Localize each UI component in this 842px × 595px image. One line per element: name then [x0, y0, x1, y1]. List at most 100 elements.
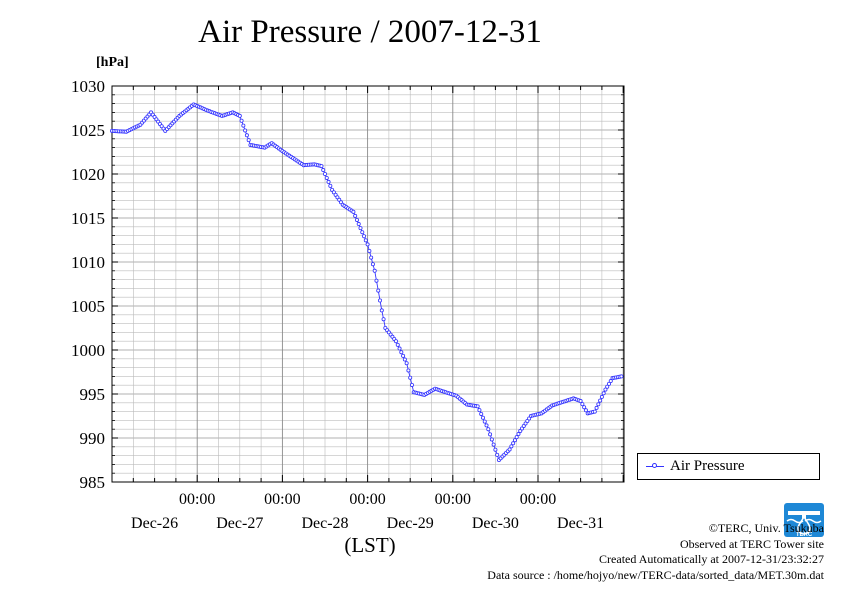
data-point — [325, 176, 328, 179]
y-tick-label: 1015 — [71, 209, 105, 228]
y-tick-label: 995 — [80, 385, 106, 404]
data-point — [481, 416, 484, 419]
data-point — [368, 249, 371, 252]
data-point — [620, 375, 623, 378]
data-point — [581, 403, 584, 406]
data-point — [359, 227, 362, 230]
y-tick-label: 1010 — [71, 253, 105, 272]
data-point — [410, 383, 413, 386]
legend-marker-swatch — [652, 463, 657, 468]
data-point — [362, 235, 365, 238]
data-point — [377, 289, 380, 292]
x-tick-label: 00:00 — [520, 491, 556, 508]
x-day-label: Dec-28 — [301, 515, 348, 532]
data-point — [240, 119, 243, 122]
data-point — [244, 129, 247, 132]
data-point — [494, 448, 497, 451]
y-tick-label: 1025 — [71, 121, 105, 140]
chart-title: Air Pressure / 2007-12-31 — [0, 14, 740, 51]
data-point — [490, 438, 493, 441]
data-point — [517, 432, 520, 435]
data-source-text: Data source : /home/hojyo/new/TERC-data/… — [487, 568, 824, 584]
data-point — [329, 184, 332, 187]
data-point — [485, 424, 488, 427]
data-point — [487, 428, 490, 431]
data-point — [515, 436, 518, 439]
data-point — [492, 443, 495, 446]
data-point — [366, 243, 369, 246]
data-point — [478, 409, 481, 412]
data-point — [513, 439, 516, 442]
y-tick-label: 985 — [80, 473, 106, 492]
data-point — [584, 409, 587, 412]
data-point — [583, 406, 586, 409]
data-point — [245, 134, 248, 137]
x-tick-label: 00:00 — [435, 491, 471, 508]
data-point — [600, 395, 603, 398]
data-point — [380, 309, 383, 312]
y-tick-label: 1030 — [71, 77, 105, 96]
data-point — [480, 412, 483, 415]
data-point — [320, 164, 323, 167]
data-point — [476, 405, 479, 408]
data-point — [579, 399, 582, 402]
data-point — [396, 343, 399, 346]
x-axis-title: (LST) — [344, 533, 395, 557]
data-point — [354, 214, 357, 217]
data-point — [510, 445, 513, 448]
data-point — [405, 362, 408, 365]
data-point — [398, 347, 401, 350]
data-point — [409, 376, 412, 379]
data-point — [361, 231, 364, 234]
data-point — [407, 369, 410, 372]
legend-label: Air Pressure — [670, 458, 745, 475]
y-tick-label: 990 — [80, 429, 106, 448]
data-point — [364, 239, 367, 242]
data-point — [599, 399, 602, 402]
data-point — [602, 392, 605, 395]
y-tick-label: 1020 — [71, 165, 105, 184]
data-point — [352, 210, 355, 213]
footer: ©TERC, Univ. Tsukuba Observed at TERC To… — [487, 521, 824, 583]
data-point — [247, 139, 250, 142]
data-point — [373, 269, 376, 272]
data-point — [488, 433, 491, 436]
data-point — [394, 340, 397, 343]
copyright-text: ©TERC, Univ. Tsukuba — [487, 521, 824, 537]
data-point — [483, 420, 486, 423]
x-tick-label: 00:00 — [264, 491, 300, 508]
data-point — [595, 406, 598, 409]
data-point — [378, 299, 381, 302]
observed-text: Observed at TERC Tower site — [487, 537, 824, 553]
y-tick-label: 1005 — [71, 297, 105, 316]
x-tick-label: 00:00 — [179, 491, 215, 508]
data-point — [370, 256, 373, 259]
x-day-label: Dec-27 — [216, 515, 263, 532]
data-point — [375, 279, 378, 282]
x-tick-label: 00:00 — [349, 491, 385, 508]
data-point — [597, 403, 600, 406]
data-point — [508, 448, 511, 451]
data-point — [238, 114, 241, 117]
data-point — [371, 263, 374, 266]
data-point — [400, 351, 403, 354]
air-pressure-chart: 985 990 995 1000 1005 1010 1015 1020 1025 1030 00:… — [0, 0, 842, 595]
x-day-label: Dec-29 — [387, 515, 434, 532]
data-point — [382, 318, 385, 321]
data-point — [355, 218, 358, 221]
series-line-air-pressure — [112, 104, 621, 460]
x-day-label: Dec-26 — [131, 515, 178, 532]
data-point — [496, 453, 499, 456]
data-point — [403, 358, 406, 361]
y-tick-label: 1000 — [71, 341, 105, 360]
data-point — [323, 172, 326, 175]
legend: Air Pressure — [637, 453, 820, 480]
data-point — [402, 354, 405, 357]
data-point — [357, 222, 360, 225]
data-point — [593, 410, 596, 413]
data-point — [512, 442, 515, 445]
data-point — [327, 180, 330, 183]
data-point — [322, 168, 325, 171]
created-text: Created Automatically at 2007-12-31/23:3… — [487, 552, 824, 568]
data-point — [242, 124, 245, 127]
